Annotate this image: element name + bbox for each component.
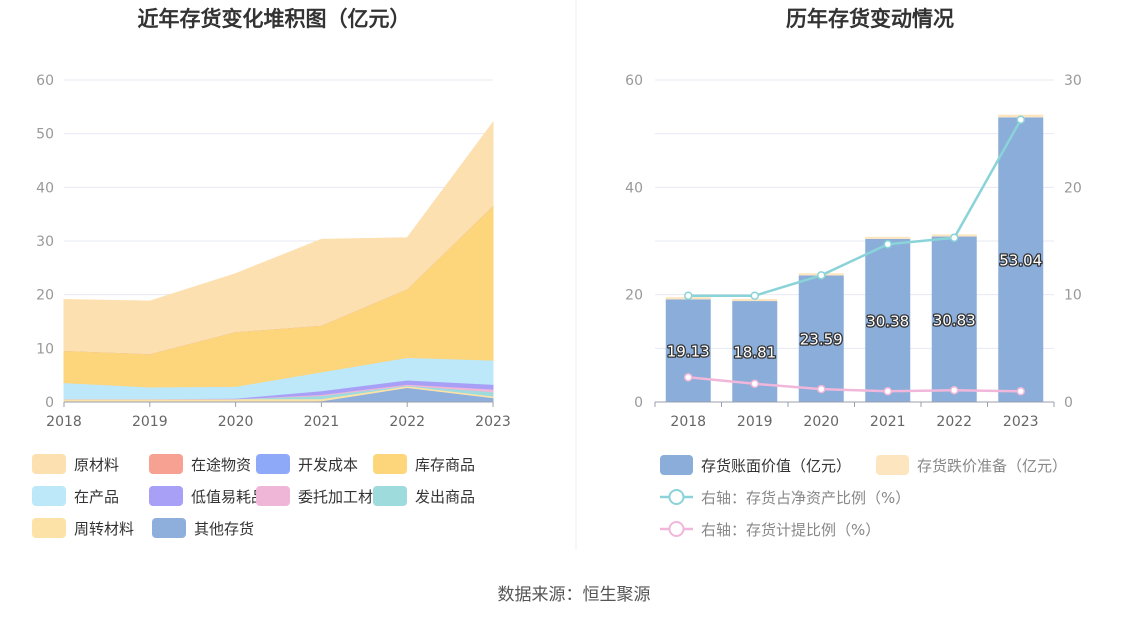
area-series [63, 120, 494, 355]
legend-label: 右轴：存货计提比例（%） [701, 521, 880, 539]
right-left-y-tick-label: 40 [625, 180, 643, 196]
line-point [1016, 387, 1025, 396]
legend-label: 委托加工材料 [298, 488, 388, 506]
line-point [883, 387, 892, 396]
right-bars [665, 114, 1044, 403]
bar [998, 117, 1044, 403]
legend-swatch [256, 454, 290, 474]
right-left-y-tick-label: 60 [625, 73, 643, 89]
left-x-tick-label: 2018 [46, 414, 82, 430]
right-y2-tick-label: 0 [1064, 395, 1073, 411]
bar-data-label: 18.81 [733, 344, 776, 362]
right-y2-tick-label: 10 [1064, 288, 1082, 304]
left-y-tick-label: 40 [36, 180, 54, 196]
line-point [950, 385, 959, 395]
right-x-tick-label: 2023 [1003, 414, 1039, 430]
line-point [817, 384, 826, 394]
right-y2-tick-label: 20 [1064, 180, 1082, 196]
legend-line-marker [668, 521, 685, 537]
legend-swatch [876, 455, 909, 475]
line-point [684, 373, 693, 382]
right-chart-title: 历年存货变动情况 [786, 7, 954, 31]
line-point [817, 271, 826, 280]
bar-data-label: 53.04 [999, 252, 1042, 270]
right-grid [655, 79, 1054, 349]
left-axes: 0 10 20 30 40 50 60 2018 2019 2020 2021 2022 2023 [36, 73, 511, 430]
bar [865, 236, 911, 239]
right-left-y-tick-label: 20 [625, 288, 643, 304]
line-point [1016, 115, 1025, 124]
legend-swatch [149, 486, 183, 506]
right-y2-tick-label: 30 [1064, 73, 1082, 89]
left-chart-title: 近年存货变化堆积图（亿元） [138, 7, 411, 31]
bar-data-label: 23.59 [800, 331, 843, 349]
legend-swatch [149, 454, 183, 474]
bar-data-label: 30.83 [933, 311, 976, 329]
line-series [688, 119, 1022, 297]
legend-label: 存货跌价准备（亿元） [917, 457, 1067, 475]
line-point [950, 233, 959, 243]
right-x-tick-label: 2019 [737, 414, 773, 430]
legend-swatch [660, 455, 693, 475]
right-x-tick-label: 2018 [670, 414, 706, 430]
bar [665, 299, 711, 402]
bar-data-label: 19.13 [667, 343, 710, 361]
left-y-tick-label: 50 [36, 127, 54, 143]
right-bar-labels: 19.13 18.81 23.59 30.38 30.83 53.04 [665, 250, 1043, 362]
left-x-tick-label: 2020 [218, 414, 254, 430]
legend-label: 发出商品 [415, 488, 475, 506]
left-y-tick-label: 0 [45, 395, 54, 411]
legend-swatch [152, 518, 186, 538]
left-y-tick-label: 60 [36, 73, 54, 89]
bar [865, 238, 911, 402]
chart-canvas: 近年存货变化堆积图（亿元） 历年存货变动情况 01020304050602018… [32, 0, 1082, 550]
right-lines [684, 115, 1025, 396]
legend-label: 存货账面价值（亿元） [701, 457, 851, 475]
bar [798, 275, 844, 402]
legend-label: 周转材料 [74, 520, 134, 538]
legend-swatch [373, 454, 407, 474]
legend-swatch [256, 486, 290, 506]
line-point [750, 379, 759, 389]
legend-label: 在途物资 [191, 456, 251, 474]
legend-label: 右轴：存货占净资产比例（%） [701, 489, 910, 507]
right-x-tick-label: 2020 [803, 414, 839, 430]
line-series [688, 376, 1021, 393]
left-y-tick-label: 30 [36, 234, 54, 250]
left-x-tick-label: 2019 [132, 414, 168, 430]
legend-swatch [32, 486, 66, 506]
bar-data-label: 30.38 [866, 312, 909, 330]
legend-line-marker [668, 489, 685, 505]
legend-label: 其他存货 [194, 520, 254, 538]
legend-label: 低值易耗品 [191, 488, 266, 506]
left-area-series [63, 120, 494, 403]
line-point [883, 239, 892, 249]
left-x-tick-label: 2023 [475, 414, 511, 430]
legend-swatch [373, 486, 407, 506]
right-x-tick-label: 2021 [870, 414, 906, 430]
left-x-tick-label: 2022 [389, 414, 425, 430]
legend-label: 在产品 [74, 488, 119, 506]
right-left-y-tick-label: 0 [634, 395, 643, 411]
left-x-tick-label: 2021 [304, 414, 340, 430]
legend-label: 库存商品 [415, 456, 475, 474]
right-x-tick-label: 2022 [936, 414, 972, 430]
legend-swatch [32, 454, 66, 474]
right-axes: 0 20 40 60 0 10 20 30 2018 2019 2020 2021 2022 2023 [625, 73, 1082, 430]
left-y-tick-label: 10 [36, 341, 54, 357]
right-legend: 存货账面价值（亿元） 存货跌价准备（亿元） 右轴：存货占净资产比例（%） 右轴：存货计… [660, 455, 1067, 539]
left-y-tick-label: 20 [36, 288, 54, 304]
line-point [684, 291, 693, 300]
data-source-note: 数据来源：恒生聚源 [497, 585, 651, 605]
line-point [750, 291, 759, 300]
bar [931, 236, 977, 402]
legend-swatch [32, 518, 66, 538]
legend-label: 开发成本 [298, 456, 358, 474]
legend-label: 原材料 [74, 456, 119, 474]
